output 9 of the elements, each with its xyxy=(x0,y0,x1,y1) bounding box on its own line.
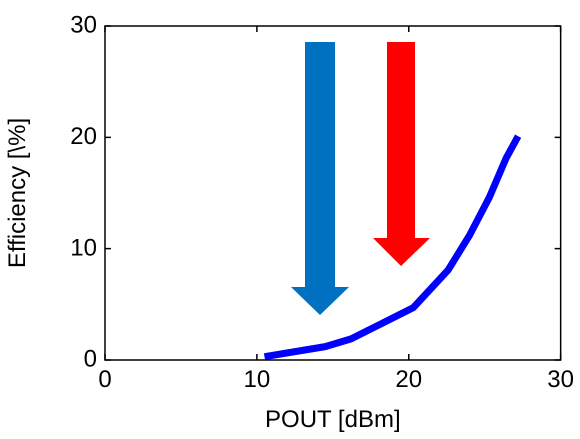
x-tick-label: 30 xyxy=(547,366,574,394)
y-tick-label: 10 xyxy=(70,234,97,262)
y-tick-label: 20 xyxy=(70,122,97,150)
x-axis-title: POUT [dBm] xyxy=(265,406,401,434)
x-tick-label: 20 xyxy=(395,366,422,394)
y-tick-label: 30 xyxy=(70,12,97,39)
y-axis-title: Efficiency [\%] xyxy=(4,118,32,268)
x-tick-label: 10 xyxy=(244,366,270,394)
y-tick-label: 0 xyxy=(84,346,97,373)
